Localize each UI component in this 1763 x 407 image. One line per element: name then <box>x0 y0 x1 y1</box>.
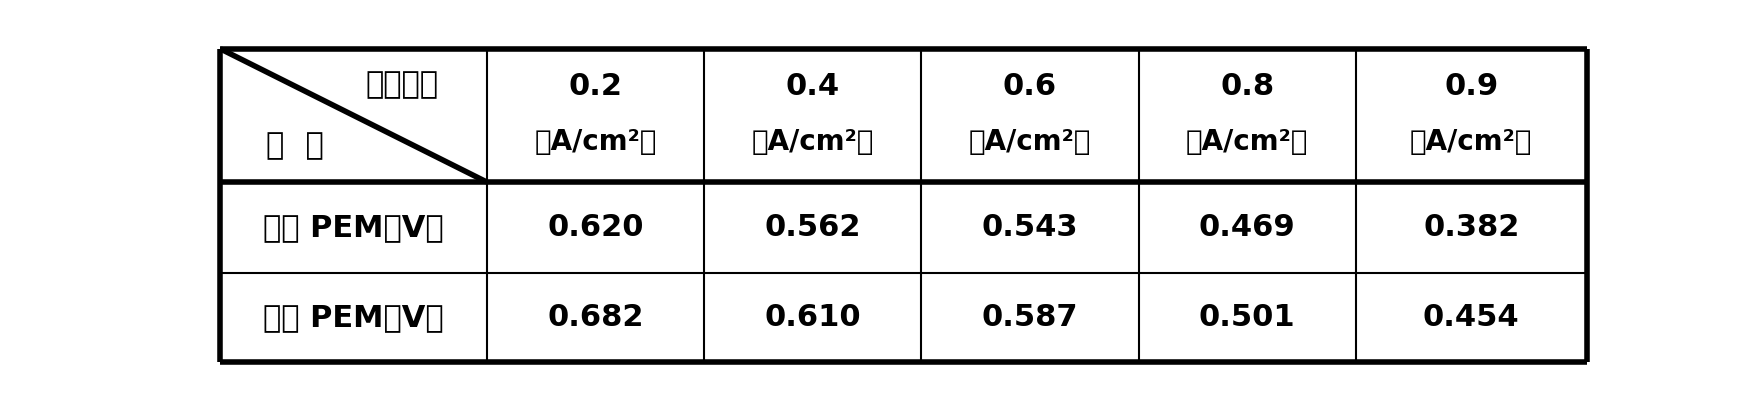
Text: 0.620: 0.620 <box>547 213 643 242</box>
Text: 0.9: 0.9 <box>1444 72 1499 101</box>
Text: 0.6: 0.6 <box>1003 72 1058 101</box>
Text: 0.2: 0.2 <box>568 72 622 101</box>
Text: （A/cm²）: （A/cm²） <box>534 128 656 156</box>
Text: 电流密度: 电流密度 <box>365 70 437 99</box>
Text: 0.8: 0.8 <box>1220 72 1275 101</box>
Text: 电  压: 电 压 <box>266 131 324 161</box>
Text: （A/cm²）: （A/cm²） <box>968 128 1091 156</box>
Text: 单层 PEM（V）: 单层 PEM（V） <box>263 213 444 242</box>
Text: 0.682: 0.682 <box>547 303 643 332</box>
Text: 0.562: 0.562 <box>765 213 860 242</box>
Text: （A/cm²）: （A/cm²） <box>1410 128 1532 156</box>
Text: （A/cm²）: （A/cm²） <box>1186 128 1308 156</box>
Text: 0.382: 0.382 <box>1423 213 1520 242</box>
Text: 0.4: 0.4 <box>786 72 839 101</box>
Text: 0.469: 0.469 <box>1199 213 1296 242</box>
Text: 0.454: 0.454 <box>1423 303 1520 332</box>
Text: 0.501: 0.501 <box>1199 303 1296 332</box>
Text: 0.587: 0.587 <box>982 303 1079 332</box>
Text: 0.543: 0.543 <box>982 213 1079 242</box>
Text: 复层 PEM（V）: 复层 PEM（V） <box>263 303 444 332</box>
Text: 0.610: 0.610 <box>765 303 860 332</box>
Text: （A/cm²）: （A/cm²） <box>751 128 874 156</box>
